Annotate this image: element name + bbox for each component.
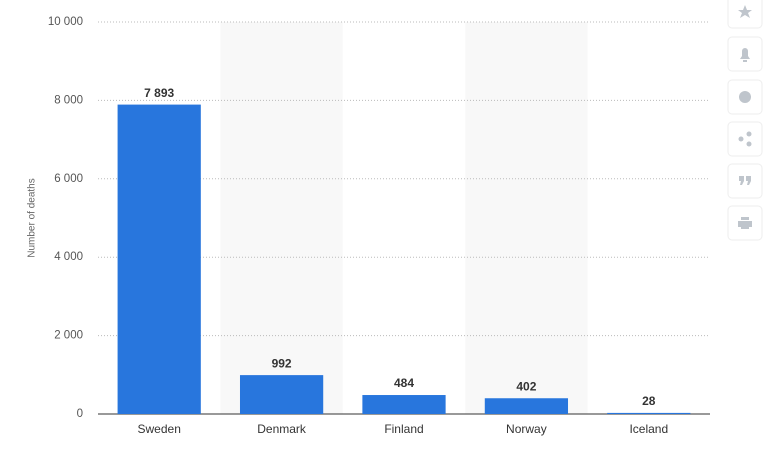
- value-label: 7 893: [144, 86, 174, 100]
- bar: [362, 395, 446, 414]
- value-label: 28: [642, 394, 656, 408]
- star-icon: [738, 5, 752, 18]
- y-tick-label: 6 000: [54, 173, 83, 185]
- x-tick-label: Iceland: [629, 422, 668, 436]
- x-tick-label: Sweden: [138, 422, 181, 436]
- value-label: 992: [272, 356, 292, 370]
- bar: [484, 398, 569, 414]
- y-axis-label: Number of deaths: [27, 178, 38, 258]
- band-shade: [220, 22, 343, 414]
- gear-icon: [739, 91, 751, 103]
- x-tick-label: Denmark: [257, 422, 307, 436]
- bar: [117, 104, 201, 415]
- x-tick-label: Finland: [384, 422, 423, 436]
- value-label: 402: [516, 379, 536, 393]
- quote-icon: [739, 176, 751, 185]
- y-tick-label: 8 000: [54, 94, 83, 106]
- bar: [607, 412, 691, 414]
- y-tick-label: 4 000: [54, 251, 83, 263]
- y-tick-label: 10 000: [48, 16, 83, 28]
- print-icon: [738, 217, 752, 229]
- x-tick-label: Norway: [506, 422, 547, 436]
- y-tick-label: 0: [77, 408, 83, 420]
- share-icon: [738, 131, 752, 147]
- bar: [239, 375, 324, 414]
- toolbar: [727, 0, 763, 241]
- value-label: 484: [394, 376, 414, 390]
- cite-button[interactable]: [727, 163, 763, 199]
- bell-icon: [740, 48, 750, 62]
- share-button[interactable]: [727, 121, 763, 157]
- band-shade: [465, 22, 588, 414]
- y-tick-label: 2 000: [54, 330, 83, 342]
